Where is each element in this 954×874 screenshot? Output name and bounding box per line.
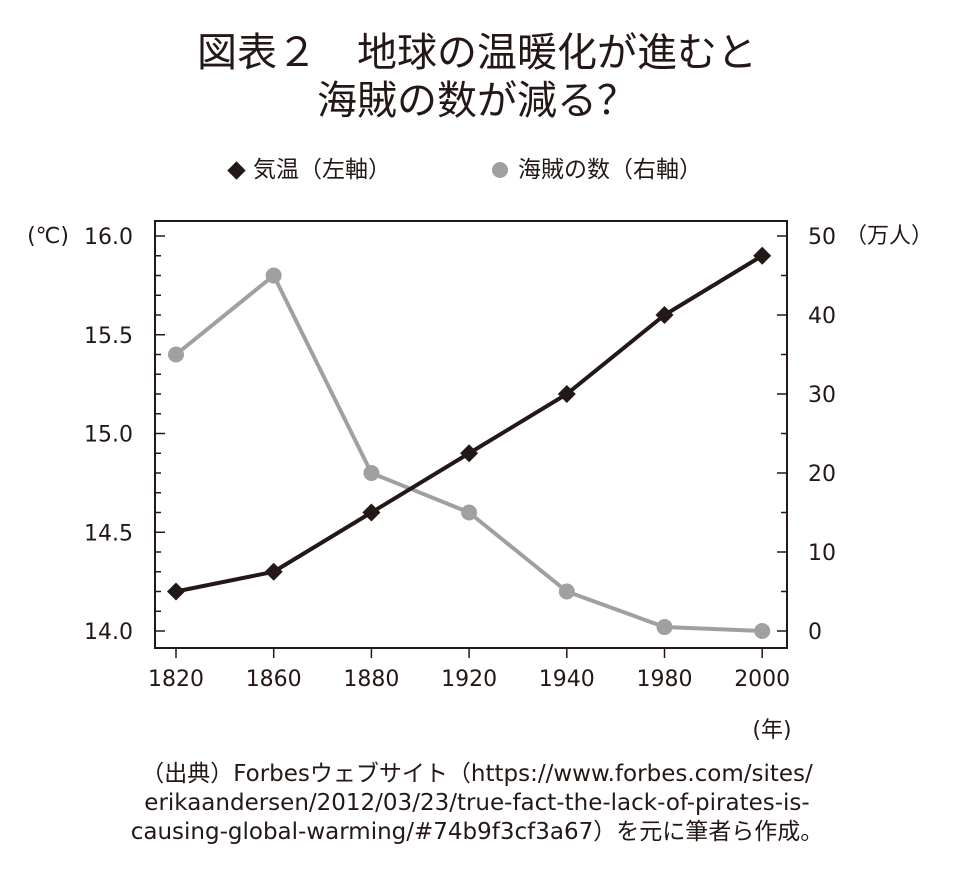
chart-title-line-2: 海賊の数が減る？ — [317, 78, 637, 124]
legend: 気温（左軸） 海賊の数（右軸） — [0, 152, 954, 188]
temperature-series-line — [175, 254, 764, 594]
x-tick-label: 1980 — [637, 667, 693, 692]
x-axis-unit: (年) — [752, 718, 791, 743]
temperature-point — [362, 503, 381, 522]
x-tick-label: 2000 — [734, 667, 790, 692]
temperature-point — [264, 562, 283, 581]
source-note: （出典）Forbesウェブサイト（https://www.forbes.com/… — [0, 760, 954, 847]
temperature-point — [655, 306, 674, 324]
pirates-point — [168, 346, 184, 363]
left-tick-label: 15.5 — [84, 324, 133, 349]
x-tick-label: 1880 — [343, 667, 399, 692]
right-tick-label: 30 — [808, 383, 836, 408]
pirates-point — [461, 504, 478, 521]
pirates-point — [558, 583, 575, 600]
legend-label-pirates: 海賊の数（右軸） — [518, 157, 702, 183]
x-tick-label: 1860 — [246, 667, 302, 692]
x-tick-label: 1820 — [148, 667, 204, 692]
right-axis-unit: （万人） — [845, 224, 933, 249]
source-line-2: erikaandersen/2012/03/23/true-fact-the-l… — [144, 790, 810, 816]
temperature-point — [460, 444, 479, 463]
legend-item-temperature: 気温（左軸） — [226, 152, 391, 188]
right-tick-label: 0 — [808, 620, 822, 645]
left-axis: 14.0 14.5 15.0 15.5 16.0 — [84, 225, 165, 645]
circle-marker-icon — [492, 162, 508, 178]
temperature-point — [753, 246, 772, 265]
x-tick-label: 1920 — [441, 667, 497, 692]
x-tick-label: 1940 — [539, 667, 595, 692]
source-line-3: causing-global-warming/#74b9f3cf3a67）を元に… — [130, 819, 824, 845]
temperature-point — [167, 582, 185, 601]
legend-item-pirates: 海賊の数（右軸） — [492, 152, 702, 188]
plot-frame — [154, 220, 788, 649]
left-axis-unit: (℃) — [27, 224, 69, 249]
right-tick-label: 40 — [808, 304, 836, 329]
left-tick-label: 15.0 — [84, 423, 133, 448]
right-tick-label: 20 — [808, 462, 836, 487]
chart-title-line-1: 図表２ 地球の温暖化が進むと — [197, 30, 757, 76]
pirates-point — [363, 465, 380, 481]
pirates-point — [656, 619, 673, 636]
right-tick-label: 10 — [808, 541, 836, 566]
right-axis: 0 10 20 30 40 50 — [777, 225, 836, 645]
line-chart: 14.0 14.5 15.0 15.5 16.0 0 10 20 30 40 50 1820 186… — [27, 220, 933, 743]
left-tick-label: 16.0 — [84, 225, 133, 250]
left-tick-label: 14.5 — [84, 521, 133, 546]
x-axis: 1820 1860 1880 1920 1940 1980 2000 — [148, 648, 790, 692]
source-line-1: （出典）Forbesウェブサイト（https://www.forbes.com/… — [141, 761, 813, 787]
pirates-point — [754, 623, 771, 639]
legend-label-temperature: 気温（左軸） — [253, 157, 391, 183]
left-tick-label: 14.0 — [84, 620, 133, 645]
right-tick-label: 50 — [808, 225, 836, 250]
pirates-point — [265, 267, 282, 284]
temperature-point — [557, 385, 576, 403]
series-layer — [167, 246, 772, 639]
